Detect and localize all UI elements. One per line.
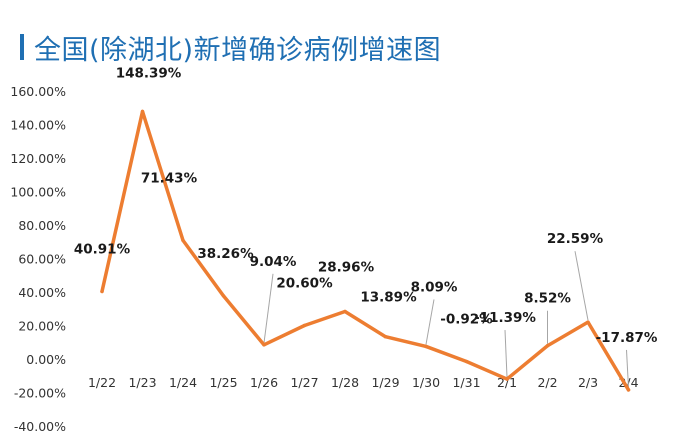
leader-line [263,273,274,343]
data-label: 40.91% [74,241,131,257]
y-tick-label: 100.00% [10,185,66,200]
y-axis-ticks: 160.00% 140.00% 120.00% 100.00% 80.00% 60.00%… [10,84,66,434]
title-accent-bar [20,34,24,60]
y-tick-label: 120.00% [10,151,66,166]
leader-lines [263,251,629,388]
x-tick-label: 1/22 [88,375,116,390]
y-tick-label: 80.00% [18,218,66,233]
x-tick-label: 2/3 [578,375,598,390]
data-labels: 40.91% 148.39% 71.43% 38.26%9.04% 20.60%28.9… [74,65,658,392]
data-label: 28.96% [318,259,375,275]
leader-line [504,330,508,378]
x-tick-label: 1/23 [128,375,156,390]
data-label: 38.26% [197,246,254,262]
chart-title: 全国(除湖北)新增确诊病例增速图 [34,35,442,66]
data-point [383,335,388,339]
data-point [424,344,428,349]
x-tick-label: 1/27 [290,375,318,390]
data-point [181,238,185,243]
x-tick-label: 1/25 [209,375,237,390]
data-point [262,343,266,347]
data-label: -0.92% [440,312,493,328]
y-tick-label: -40.00% [14,419,66,434]
data-point [140,109,145,114]
y-tick-label: -20.00% [14,386,66,401]
data-point [626,388,631,392]
x-tick-label: 1/26 [250,375,278,390]
data-point [464,359,469,364]
data-label: 13.89% [360,290,417,306]
data-label: 8.09% [411,279,458,295]
x-tick-label: 1/28 [331,375,359,390]
y-tick-label: 160.00% [10,84,66,99]
data-point [221,294,226,298]
series-line [100,109,631,392]
data-point [100,289,104,294]
data-label: 8.52% [524,291,571,307]
leader-line [626,349,629,388]
x-tick-label: 1/31 [452,375,480,390]
data-point [505,377,509,381]
x-tick-label: 1/29 [371,375,399,390]
x-tick-label: 1/30 [412,375,440,390]
y-tick-label: 140.00% [10,118,66,133]
data-point [586,320,590,324]
data-point [302,323,307,328]
y-tick-label: 60.00% [18,252,66,267]
data-point [545,344,550,348]
y-tick-label: 40.00% [18,285,66,300]
data-label: 9.04% [250,254,297,270]
x-tick-label: 1/24 [169,375,197,390]
x-tick-label: 2/2 [537,375,557,390]
data-label: -17.87% [596,330,658,346]
leader-line [425,299,435,345]
data-label: 20.60% [276,275,333,291]
data-label: 148.39% [116,65,182,81]
y-tick-label: 20.00% [18,319,66,334]
data-label: -11.39% [474,310,536,326]
data-label: 71.43% [141,170,198,186]
x-axis-ticks: 1/22 1/23 1/24 1/25 1/26 1/27 1/28 1/29 1/30 1/31… [88,375,639,390]
y-tick-label: 0.00% [26,352,66,367]
data-label: 22.59% [547,231,604,247]
leader-line [574,251,589,321]
data-point [343,309,347,314]
